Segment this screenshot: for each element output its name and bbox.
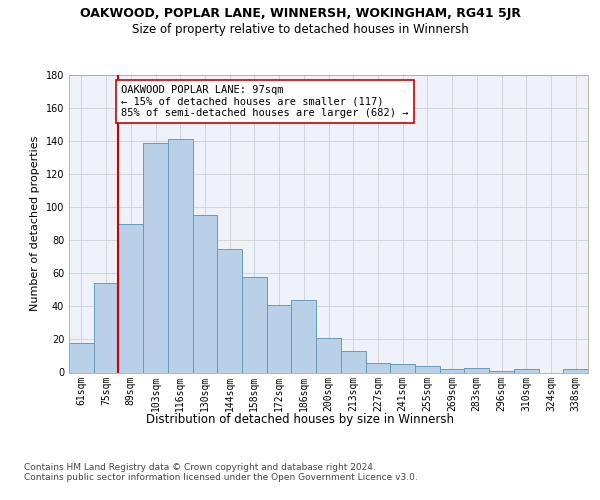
Text: Distribution of detached houses by size in Winnersh: Distribution of detached houses by size … — [146, 412, 454, 426]
Bar — [217, 248, 242, 372]
Bar — [390, 364, 415, 372]
Text: Contains HM Land Registry data © Crown copyright and database right 2024.
Contai: Contains HM Land Registry data © Crown c… — [24, 462, 418, 482]
Y-axis label: Number of detached properties: Number of detached properties — [30, 136, 40, 312]
Bar — [563, 369, 588, 372]
Bar — [440, 369, 464, 372]
Bar — [242, 276, 267, 372]
Text: Size of property relative to detached houses in Winnersh: Size of property relative to detached ho… — [131, 22, 469, 36]
Bar — [193, 216, 217, 372]
Bar — [292, 300, 316, 372]
Bar — [489, 371, 514, 372]
Text: OAKWOOD, POPLAR LANE, WINNERSH, WOKINGHAM, RG41 5JR: OAKWOOD, POPLAR LANE, WINNERSH, WOKINGHA… — [79, 8, 521, 20]
Bar — [168, 140, 193, 372]
Bar — [464, 368, 489, 372]
Bar — [94, 283, 118, 372]
Bar — [143, 143, 168, 372]
Bar — [316, 338, 341, 372]
Bar — [365, 362, 390, 372]
Bar — [69, 343, 94, 372]
Bar — [267, 304, 292, 372]
Bar — [514, 369, 539, 372]
Bar — [415, 366, 440, 372]
Bar — [118, 224, 143, 372]
Text: OAKWOOD POPLAR LANE: 97sqm
← 15% of detached houses are smaller (117)
85% of sem: OAKWOOD POPLAR LANE: 97sqm ← 15% of deta… — [121, 85, 409, 118]
Bar — [341, 351, 365, 372]
